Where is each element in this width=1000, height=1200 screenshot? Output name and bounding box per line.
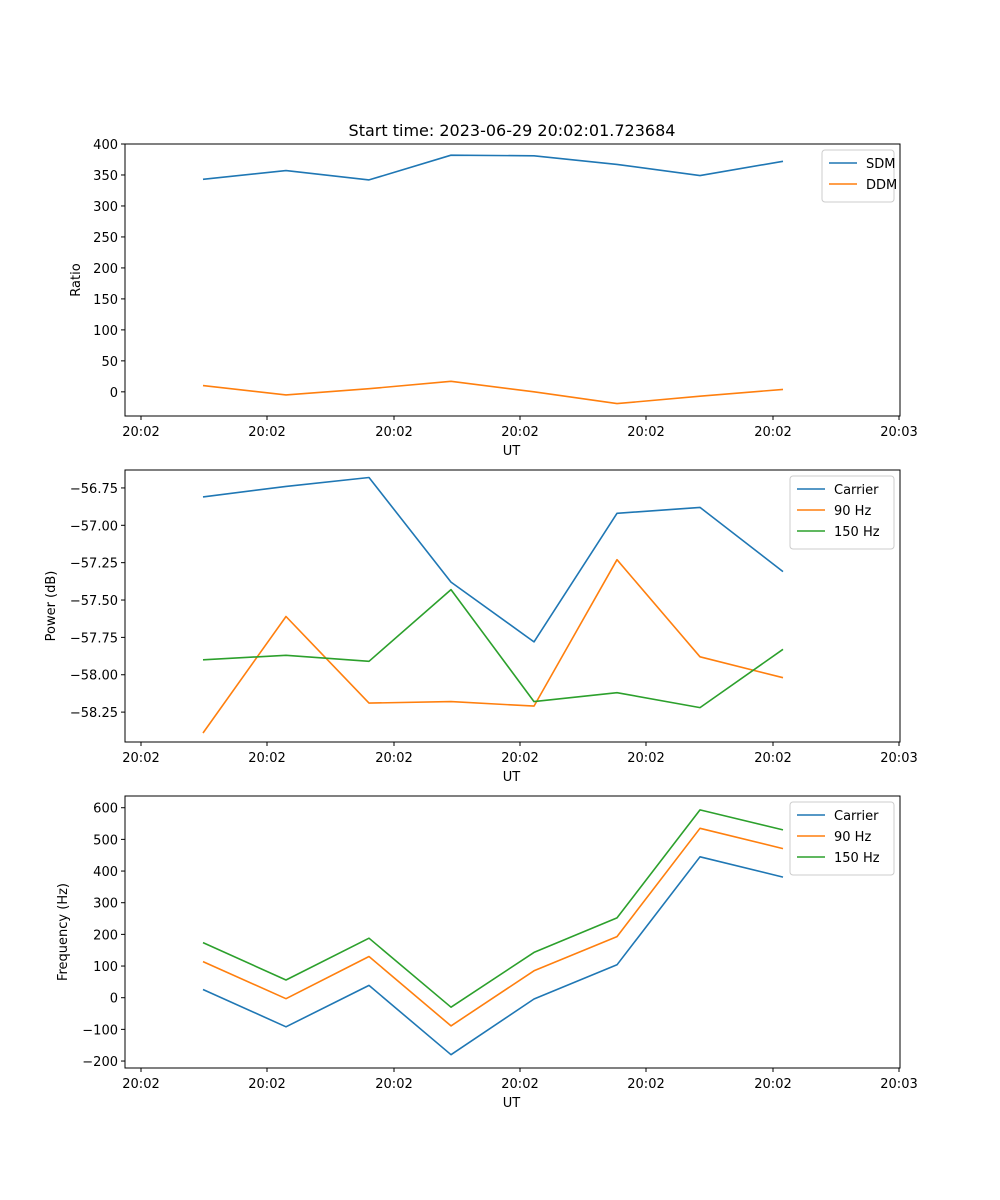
x-tick-label: 20:02	[375, 1077, 412, 1092]
legend-entry: Carrier	[834, 483, 879, 498]
x-axis-label: UT	[503, 770, 521, 785]
x-tick-label: 20:03	[880, 425, 917, 440]
legend-entry: 90 Hz	[834, 830, 871, 845]
axes-frame	[124, 469, 901, 743]
y-tick-label: 600	[93, 802, 118, 817]
chart-panel-1: 0 50 100 150 200 250 300 350 400 20:02 20:02 20:02 2…	[69, 138, 918, 459]
y-tick-label: 50	[101, 355, 118, 370]
legend-entry: SDM	[866, 157, 895, 172]
series-line-carrier	[202, 855, 784, 1056]
y-tick-label: −56.75	[70, 482, 118, 497]
y-tick-label: 100	[93, 960, 118, 975]
x-tick-label: 20:02	[501, 425, 538, 440]
y-axis-label: Ratio	[69, 263, 84, 296]
series-line-150-hz	[202, 809, 784, 1009]
x-tick-label: 20:02	[375, 425, 412, 440]
y-tick-label: 400	[93, 138, 118, 153]
x-tick-label: 20:02	[627, 425, 664, 440]
series-line-90-hz	[202, 558, 784, 734]
y-tick-label: 150	[93, 293, 118, 308]
legend: SDM DDM	[821, 149, 897, 203]
y-tick-label: −57.50	[70, 594, 118, 609]
y-tick-label: −58.00	[70, 669, 118, 684]
axes-frame	[124, 795, 901, 1069]
legend: Carrier 90 Hz 150 Hz	[789, 475, 895, 550]
y-tick-label: −57.00	[70, 519, 118, 534]
legend-entry: 150 Hz	[834, 851, 880, 866]
x-tick-label: 20:02	[627, 751, 664, 766]
x-tick-label: 20:02	[122, 1077, 159, 1092]
x-tick-label: 20:02	[248, 1077, 285, 1092]
y-tick-label: 350	[93, 169, 118, 184]
legend-entry: DDM	[866, 178, 897, 193]
y-tick-label: −57.25	[70, 557, 118, 572]
x-axis-label: UT	[503, 1096, 521, 1111]
x-tick-label: 20:02	[122, 425, 159, 440]
y-tick-label: 250	[93, 231, 118, 246]
y-tick-label: 100	[93, 324, 118, 339]
legend-entry: 150 Hz	[834, 525, 880, 540]
figure-title: Start time: 2023-06-29 20:02:01.723684	[349, 121, 676, 140]
x-tick-label: 20:02	[754, 751, 791, 766]
x-tick-label: 20:02	[122, 751, 159, 766]
x-tick-label: 20:02	[754, 425, 791, 440]
series-line-ddm	[202, 380, 784, 405]
legend: Carrier 90 Hz 150 Hz	[789, 801, 895, 876]
y-tick-label: 400	[93, 865, 118, 880]
x-tick-label: 20:03	[880, 751, 917, 766]
y-tick-label: −58.25	[70, 706, 118, 721]
legend-entry: 90 Hz	[834, 504, 871, 519]
x-tick-label: 20:03	[880, 1077, 917, 1092]
y-tick-label: 200	[93, 928, 118, 943]
y-tick-label: −57.75	[70, 631, 118, 646]
chart-panel-3: −200 −100 0 100 200 300 400 500 600 20:02 20:02 20:…	[56, 795, 918, 1111]
x-tick-label: 20:02	[248, 425, 285, 440]
x-tick-label: 20:02	[248, 751, 285, 766]
y-tick-label: 0	[110, 992, 118, 1007]
series-line-carrier	[202, 476, 784, 643]
axes-frame	[124, 143, 901, 417]
y-tick-label: 300	[93, 200, 118, 215]
x-tick-label: 20:02	[375, 751, 412, 766]
legend-entry: Carrier	[834, 809, 879, 824]
series-line-sdm	[202, 154, 784, 181]
x-tick-label: 20:02	[501, 751, 538, 766]
x-axis-label: UT	[503, 444, 521, 459]
chart-panel-2: −58.25 −58.00 −57.75 −57.50 −57.25 −57.00 −56.…	[44, 469, 918, 785]
y-axis-label: Power (dB)	[44, 571, 59, 642]
series-line-150-hz	[202, 588, 784, 709]
y-tick-label: 300	[93, 897, 118, 912]
y-tick-label: −200	[82, 1055, 118, 1070]
y-tick-label: 200	[93, 262, 118, 277]
x-tick-label: 20:02	[501, 1077, 538, 1092]
y-axis-label: Frequency (Hz)	[56, 883, 71, 981]
y-tick-label: 500	[93, 833, 118, 848]
series-line-90-hz	[202, 827, 784, 1027]
x-tick-label: 20:02	[754, 1077, 791, 1092]
y-tick-label: −100	[82, 1023, 118, 1038]
y-tick-label: 0	[110, 386, 118, 401]
x-tick-label: 20:02	[627, 1077, 664, 1092]
